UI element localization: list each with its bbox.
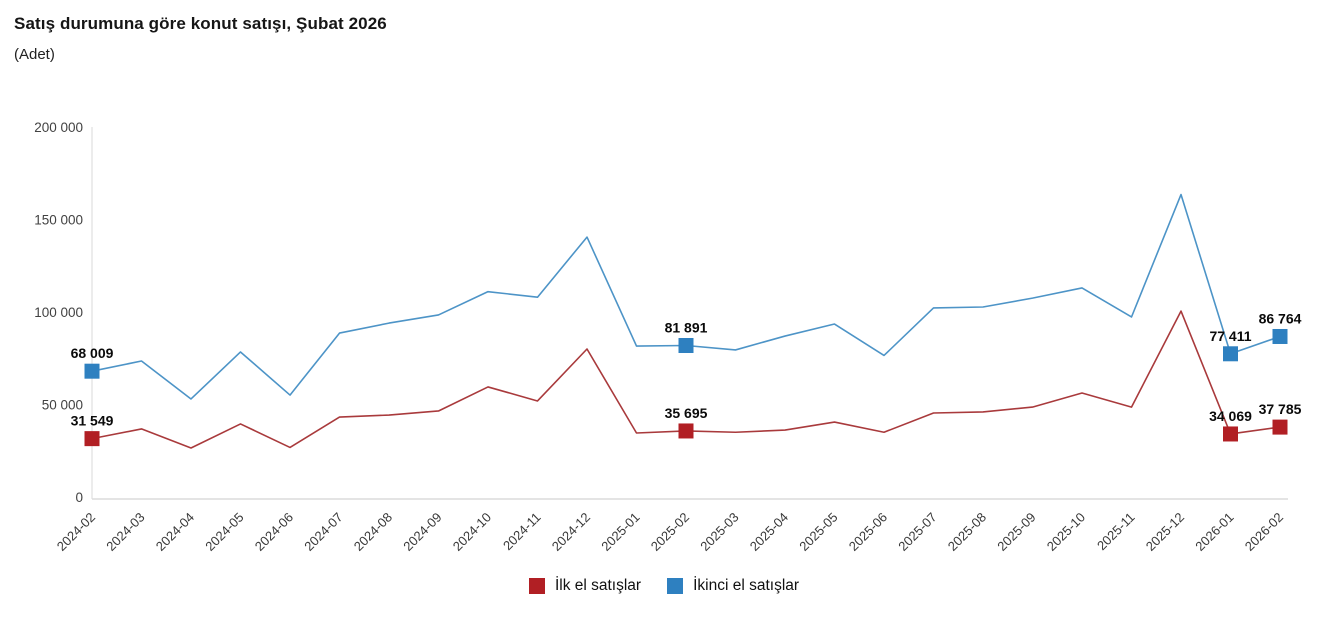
- point-label-ikinci-el-satislar-2024-02: 68 009: [71, 345, 114, 361]
- chart-legend: İlk el satışlar İkinci el satışlar: [0, 577, 1328, 595]
- y-tick-label: 150 000: [34, 213, 83, 228]
- x-tick-label: 2024-09: [400, 510, 444, 554]
- y-tick-label: 100 000: [34, 305, 83, 320]
- x-tick-label: 2024-12: [549, 510, 593, 554]
- x-tick-label: 2025-09: [994, 510, 1038, 554]
- x-tick-label: 2024-06: [252, 510, 296, 554]
- x-tick-label: 2025-04: [747, 510, 791, 554]
- x-tick-label: 2025-12: [1143, 510, 1187, 554]
- legend-label: İkinci el satışlar: [693, 577, 800, 594]
- x-tick-label: 2025-08: [945, 510, 989, 554]
- y-tick-label: 0: [75, 490, 83, 505]
- x-tick-label: 2025-05: [796, 510, 840, 554]
- point-label-ilk-el-satislar-2025-02: 35 695: [665, 405, 708, 421]
- x-tick-label: 2025-03: [697, 510, 741, 554]
- marker-ikinci-el-satislar-2026-01: [1223, 346, 1238, 362]
- x-tick-label: 2025-01: [598, 510, 642, 554]
- series-line-ikinci-el-satislar: [91, 193, 1281, 400]
- legend-item-ikinci-el-satislar: İkinci el satışlar: [667, 577, 799, 595]
- x-tick-label: 2024-05: [202, 510, 246, 554]
- marker-ikinci-el-satislar-2024-02: [84, 363, 100, 379]
- x-tick-label: 2024-04: [153, 510, 197, 554]
- y-tick-label: 200 000: [34, 120, 83, 135]
- x-tick-label: 2025-06: [846, 510, 890, 554]
- x-tick-label: 2024-03: [103, 510, 147, 554]
- x-tick-label: 2025-10: [1044, 510, 1088, 554]
- x-tick-label: 2024-08: [351, 510, 395, 554]
- marker-ilk-el-satislar-2025-02: [678, 423, 694, 439]
- x-tick-label: 2025-02: [648, 510, 692, 554]
- x-tick-label: 2026-01: [1192, 510, 1236, 554]
- legend-swatch-ilk-el-icon: [528, 578, 545, 594]
- x-tick-label: 2024-11: [500, 510, 544, 554]
- point-label-ikinci-el-satislar-2026-02: 86 764: [1259, 310, 1302, 326]
- point-label-ilk-el-satislar-2026-02: 37 785: [1259, 401, 1302, 417]
- page-title: Satış durumuna göre konut satışı, Şubat …: [14, 14, 387, 33]
- marker-ikinci-el-satislar-2025-02: [678, 338, 694, 354]
- x-tick-label: 2024-10: [450, 510, 494, 554]
- page-subtitle: (Adet): [14, 46, 55, 63]
- x-tick-label: 2025-11: [1094, 510, 1138, 554]
- point-label-ilk-el-satislar-2024-02: 31 549: [71, 413, 114, 429]
- marker-ilk-el-satislar-2026-02: [1272, 419, 1288, 435]
- x-tick-label: 2026-02: [1242, 510, 1286, 554]
- point-label-ikinci-el-satislar-2026-01: 77 411: [1209, 328, 1251, 344]
- x-tick-label: 2024-07: [301, 510, 345, 554]
- point-label-ilk-el-satislar-2026-01: 34 069: [1209, 408, 1252, 424]
- legend-swatch-ikinci-el-icon: [667, 578, 684, 594]
- legend-item-ilk-el-satislar: İlk el satışlar: [528, 577, 642, 595]
- x-tick-label: 2024-02: [54, 510, 98, 554]
- y-tick-label: 50 000: [42, 398, 83, 413]
- marker-ikinci-el-satislar-2026-02: [1272, 328, 1288, 344]
- point-label-ikinci-el-satislar-2025-02: 81 891: [665, 320, 708, 336]
- x-tick-label: 2025-07: [895, 510, 939, 554]
- legend-label: İlk el satışlar: [554, 577, 642, 594]
- marker-ilk-el-satislar-2024-02: [84, 431, 100, 447]
- marker-ilk-el-satislar-2026-01: [1223, 426, 1238, 442]
